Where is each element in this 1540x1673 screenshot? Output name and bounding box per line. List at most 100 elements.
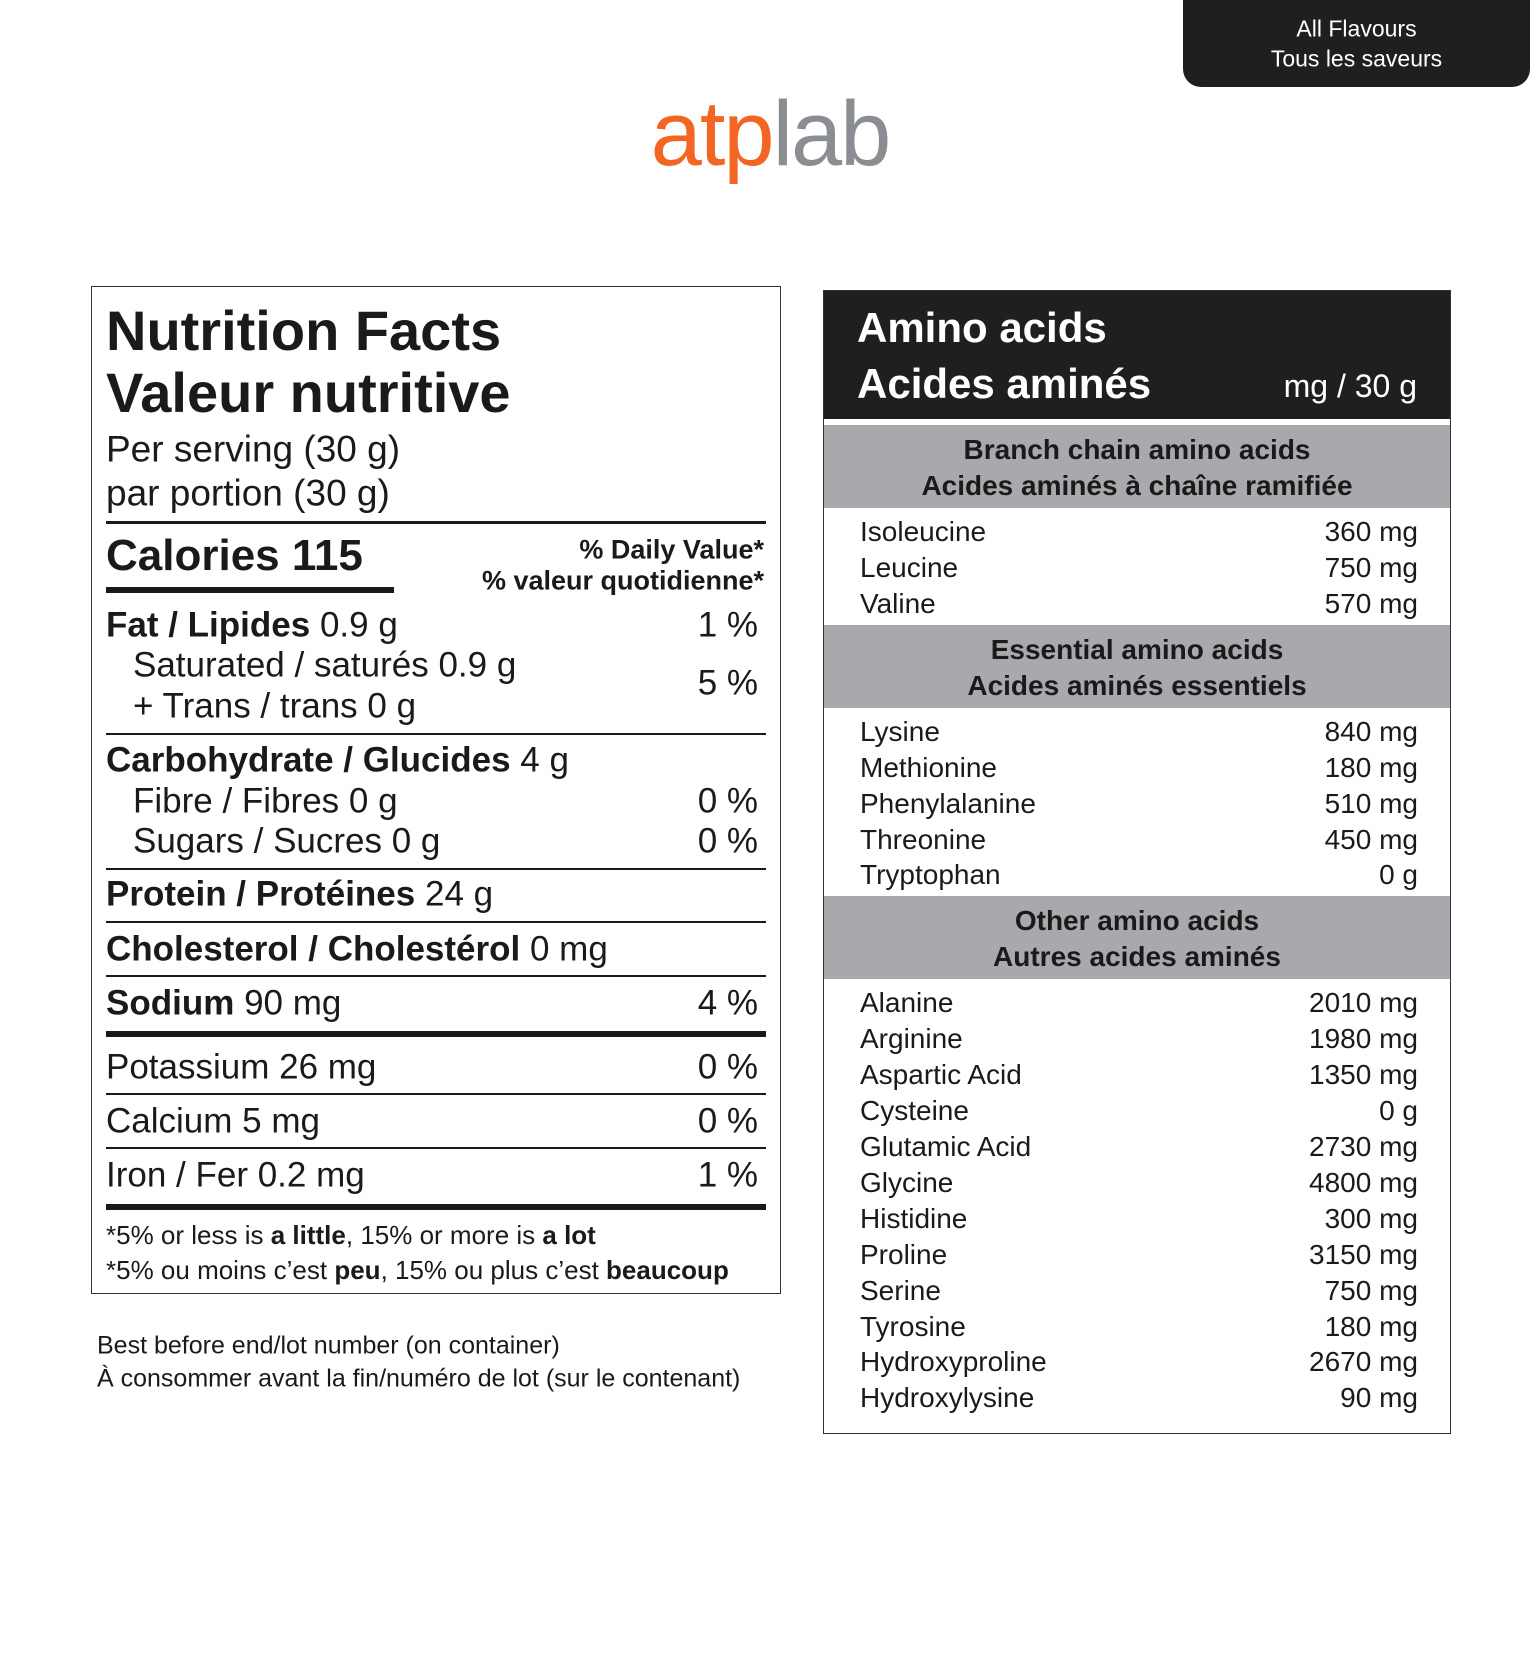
label: Carbohydrate / Glucides xyxy=(106,740,511,780)
rule xyxy=(106,921,766,923)
amount: 90 mg xyxy=(244,983,342,1023)
nutrient: Iron / Fer 0.2 mg xyxy=(106,1155,365,1195)
amino-name: Proline xyxy=(860,1238,948,1270)
section-band xyxy=(824,624,1450,708)
fn: peu xyxy=(334,1255,381,1285)
amino-name: Cysteine xyxy=(860,1095,969,1127)
amino-amount: 360 mg xyxy=(1324,516,1418,547)
nutrient: Sodium 90 mg xyxy=(106,986,341,1021)
rule xyxy=(106,1204,766,1210)
amino-amount: 1350 mg xyxy=(1309,1059,1418,1091)
dv: 1 % xyxy=(697,605,758,645)
nutrition-facts: Nutrition Facts Valeur nutritive Per ser… xyxy=(91,286,781,1294)
amino-amount: 2010 mg xyxy=(1309,987,1418,1019)
label: Protein / Protéines xyxy=(106,874,416,914)
amount: 0 mg xyxy=(529,929,608,969)
rule xyxy=(106,1147,766,1149)
amino-amount: 1980 mg xyxy=(1309,1023,1418,1055)
section-title: Other amino acids xyxy=(1014,905,1260,937)
flavour-badge: All Flavours Tous les saveurs xyxy=(1183,0,1530,87)
amino-name: Leucine xyxy=(860,551,959,583)
rule xyxy=(106,1031,766,1037)
dv: 0 % xyxy=(697,1101,758,1141)
amino-name: Valine xyxy=(860,587,936,619)
badge-text: All Flavours xyxy=(1296,15,1417,42)
fn: a lot xyxy=(542,1220,596,1250)
dv: 0 % xyxy=(697,1047,758,1087)
logo: atplab xyxy=(0,88,1540,180)
amino-name: Phenylalanine xyxy=(860,787,1036,819)
fn: *5% ou moins c’est xyxy=(106,1255,335,1285)
dv: 4 % xyxy=(697,983,758,1023)
rule xyxy=(106,733,766,735)
amino-name: Hydroxyproline xyxy=(860,1346,1047,1378)
footer-text: À consommer avant la fin/numéro de lot (… xyxy=(97,1364,741,1393)
fn: , 15% ou plus c’est xyxy=(380,1255,607,1285)
amount: 0.9 g xyxy=(319,605,398,645)
label: Sodium xyxy=(106,983,235,1023)
amino-name: Arginine xyxy=(860,1023,963,1055)
label: Cholesterol / Cholestérol xyxy=(106,929,521,969)
amino-name: Glycine xyxy=(860,1166,954,1198)
amino-name: Aspartic Acid xyxy=(860,1059,1022,1091)
amino-amount: 570 mg xyxy=(1324,587,1418,619)
title: Amino acids xyxy=(857,304,1107,351)
amount: 4 g xyxy=(520,740,569,780)
amino-table: Amino acids Acides aminés mg / 30 g Bran… xyxy=(823,290,1451,1434)
amino-name: Isoleucine xyxy=(860,516,987,547)
dv: 1 % xyxy=(697,1155,758,1195)
footer-text: Best before end/lot number (on container… xyxy=(97,1331,560,1360)
section-band xyxy=(824,896,1450,980)
nutrient: Carbohydrate / Glucides 4 g xyxy=(106,743,569,778)
amount: 24 g xyxy=(424,874,494,914)
dv-header: % Daily Value* xyxy=(579,534,764,565)
amino-amount: 180 mg xyxy=(1324,751,1418,783)
section-title: Acides aminés à chaîne ramifiée xyxy=(921,470,1353,501)
nutrient: Fibre / Fibres 0 g xyxy=(133,781,398,821)
nutrient: Fat / Lipides 0.9 g xyxy=(106,608,398,643)
amino-amount: 750 mg xyxy=(1324,551,1418,583)
title: Valeur nutritive xyxy=(106,361,511,424)
logo-part: atp xyxy=(650,83,775,185)
section-title: Autres acides aminés xyxy=(993,941,1281,973)
serving: par portion (30 g) xyxy=(106,472,390,514)
footnote: *5% or less is a little, 15% or more is … xyxy=(106,1222,596,1248)
amino-name: Methionine xyxy=(860,751,997,783)
rule xyxy=(106,975,766,977)
amino-amount: 4800 mg xyxy=(1309,1166,1418,1198)
fn: a little xyxy=(270,1220,346,1250)
nutrient: Cholesterol / Cholestérol 0 mg xyxy=(106,932,608,967)
title: Nutrition Facts xyxy=(106,299,502,362)
amino-name: Lysine xyxy=(860,715,940,747)
amino-name: Hydroxylysine xyxy=(860,1382,1035,1414)
section-title: Branch chain amino acids xyxy=(963,434,1311,465)
amino-amount: 840 mg xyxy=(1324,715,1418,747)
unit: mg / 30 g xyxy=(1283,368,1417,404)
amino-name: Tryptophan xyxy=(860,859,1001,891)
dv: 0 % xyxy=(697,821,758,861)
nutrient: Calcium 5 mg xyxy=(106,1101,320,1141)
rule xyxy=(106,1093,766,1095)
logo-part: lab xyxy=(772,83,892,185)
amino-name: Glutamic Acid xyxy=(860,1131,1032,1162)
section-title: Acides aminés essentiels xyxy=(967,669,1307,701)
amino-amount: 2730 mg xyxy=(1309,1131,1418,1162)
amino-amount: 2670 mg xyxy=(1309,1346,1418,1378)
section-title: Essential amino acids xyxy=(990,633,1284,665)
amino-amount: 180 mg xyxy=(1324,1310,1418,1342)
amino-amount: 450 mg xyxy=(1324,823,1418,855)
fn: *5% or less is xyxy=(106,1220,271,1250)
dv: 0 % xyxy=(697,781,758,821)
amino-name: Threonine xyxy=(860,823,987,855)
nutrient: Sugars / Sucres 0 g xyxy=(133,821,441,861)
amino-amount: 0 g xyxy=(1379,859,1418,891)
amino-amount: 510 mg xyxy=(1324,787,1418,819)
footnote: *5% ou moins c’est peu, 15% ou plus c’es… xyxy=(106,1257,729,1283)
fn: , 15% or more is xyxy=(345,1220,543,1250)
label: Fat / Lipides xyxy=(106,605,311,645)
serving: Per serving (30 g) xyxy=(106,428,401,470)
nutrient: Protein / Protéines 24 g xyxy=(106,877,493,912)
rule xyxy=(106,521,766,524)
amino-amount: 750 mg xyxy=(1324,1274,1418,1306)
